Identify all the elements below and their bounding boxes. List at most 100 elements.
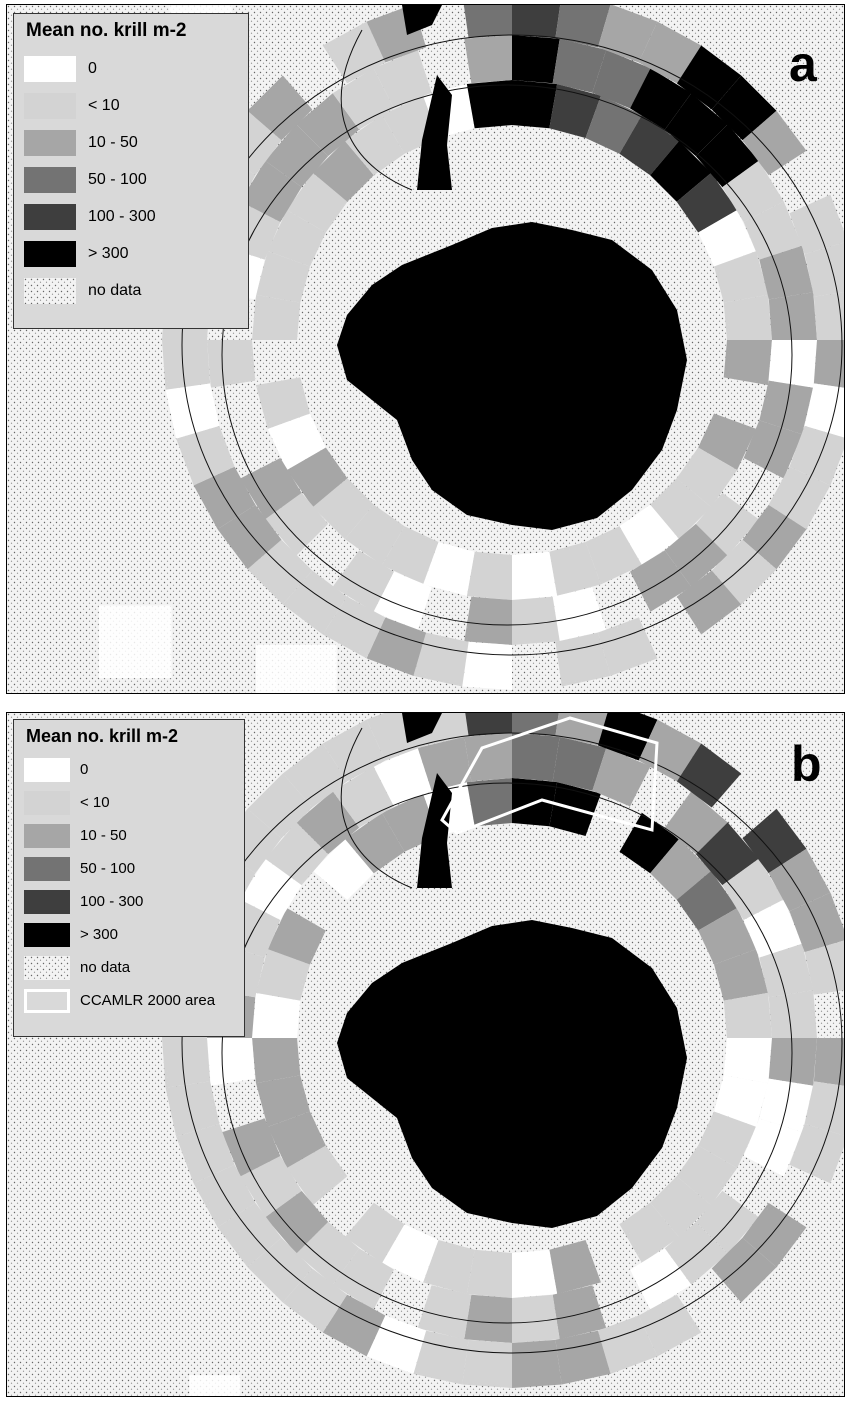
grid-cell xyxy=(804,383,844,438)
legend-item-no-data: no data xyxy=(24,272,240,309)
grid-cell xyxy=(162,1038,211,1088)
grid-cell xyxy=(676,172,738,233)
swatch-5 xyxy=(24,240,76,267)
grid-cell xyxy=(296,93,360,157)
legend-label: 100 - 300 xyxy=(80,893,144,910)
front-line xyxy=(221,84,793,626)
legend-label: 0 xyxy=(80,761,89,778)
grid-cell xyxy=(804,940,844,995)
grid-cell xyxy=(512,1249,558,1298)
grid-cell xyxy=(698,1111,757,1168)
grid-cell xyxy=(512,80,558,129)
legend-label: 10 - 50 xyxy=(80,827,127,844)
legend-item-0: 0 xyxy=(24,50,240,87)
grid-cell xyxy=(630,68,692,130)
grid-cell xyxy=(322,21,386,84)
grid-cell xyxy=(267,210,326,267)
grid-cell xyxy=(286,172,348,233)
grid-cell xyxy=(344,1202,405,1264)
legend-item-lt10: < 10 xyxy=(24,786,236,819)
front-line xyxy=(181,34,843,656)
grid-cell xyxy=(723,340,772,386)
grid-cell xyxy=(723,992,772,1038)
grid-cell xyxy=(592,747,651,807)
legend-item-100-300: 100 - 300 xyxy=(24,885,236,918)
grid-cell xyxy=(463,5,512,39)
grid-cell xyxy=(555,632,611,687)
legend-label: > 300 xyxy=(80,926,118,943)
grid-cell xyxy=(465,713,512,737)
grid-cell xyxy=(789,194,844,255)
grid-cell xyxy=(512,551,558,600)
grid-cell xyxy=(549,542,601,597)
grid-cell xyxy=(217,504,282,570)
grid-cell xyxy=(789,892,844,953)
grid-cell xyxy=(464,1294,512,1343)
grid-cell xyxy=(743,1118,803,1177)
grid-cell xyxy=(759,245,814,300)
front-line xyxy=(340,727,413,889)
grid-cell xyxy=(265,1190,329,1254)
map-panel-a: Mean no. krill m-2 0 < 10 10 - 50 50 - 1… xyxy=(6,4,845,694)
grid-cell xyxy=(742,808,807,874)
grid-cell xyxy=(768,990,817,1038)
swatch-3 xyxy=(24,166,76,193)
grid-cell xyxy=(382,526,439,585)
grid-cell xyxy=(240,858,302,920)
grid-cell xyxy=(366,617,427,676)
grid-cell xyxy=(676,570,742,635)
grid-cell xyxy=(189,1375,240,1396)
legend-label: < 10 xyxy=(88,96,120,114)
grid-cell xyxy=(282,570,348,635)
grid-cell xyxy=(255,1075,310,1127)
krill-density-cells xyxy=(68,5,844,693)
grid-cell xyxy=(98,605,172,679)
grid-cell xyxy=(676,447,738,508)
legend-label: 100 - 300 xyxy=(88,207,156,225)
antarctic-peninsula xyxy=(417,75,452,190)
grid-cell xyxy=(462,1339,512,1388)
grid-cell xyxy=(240,160,302,222)
grid-cell xyxy=(638,21,702,84)
grid-cell xyxy=(552,38,607,93)
grid-cell xyxy=(664,523,728,587)
grid-cell xyxy=(711,539,777,605)
legend-item-10-50: 10 - 50 xyxy=(24,819,236,852)
front-line xyxy=(221,782,793,1324)
grid-cell xyxy=(552,736,607,791)
legend-label: CCAMLR 2000 area xyxy=(80,992,216,1009)
grid-cell xyxy=(256,644,337,693)
grid-cell xyxy=(552,587,607,642)
grid-cell xyxy=(423,542,475,597)
grid-cell xyxy=(247,773,313,839)
grid-cell xyxy=(512,713,559,737)
grid-cell xyxy=(722,160,784,222)
legend-label: 0 xyxy=(88,59,97,77)
legend-item-lt10: < 10 xyxy=(24,87,240,124)
swatch-1 xyxy=(24,790,70,815)
grid-cell xyxy=(695,1190,759,1254)
map-a xyxy=(7,5,844,693)
grid-cell xyxy=(743,899,803,958)
grid-cell xyxy=(813,1038,844,1086)
grid-cell xyxy=(162,340,211,390)
grid-cell xyxy=(597,1315,658,1374)
grid-cell xyxy=(597,5,658,63)
grid-cell xyxy=(466,80,512,129)
grid-cell xyxy=(714,1075,769,1127)
legend-label: > 300 xyxy=(88,244,129,262)
legend-item-gt300: > 300 xyxy=(24,235,240,272)
panel-letter: b xyxy=(791,736,822,792)
legend-label: 10 - 50 xyxy=(88,133,138,151)
grid-cell xyxy=(619,1202,680,1264)
grid-cell xyxy=(296,1221,360,1285)
legend-item-gt300: > 300 xyxy=(24,918,236,951)
grid-cell xyxy=(676,45,742,110)
legend-item-no-data: no data xyxy=(24,951,236,984)
grid-cell xyxy=(676,1145,738,1206)
grid-cell xyxy=(217,1202,282,1268)
legend-a: Mean no. krill m-2 0 < 10 10 - 50 50 - 1… xyxy=(13,13,249,329)
front-line xyxy=(181,732,843,1354)
grid-cell xyxy=(165,1081,220,1137)
grid-cell xyxy=(695,822,759,886)
